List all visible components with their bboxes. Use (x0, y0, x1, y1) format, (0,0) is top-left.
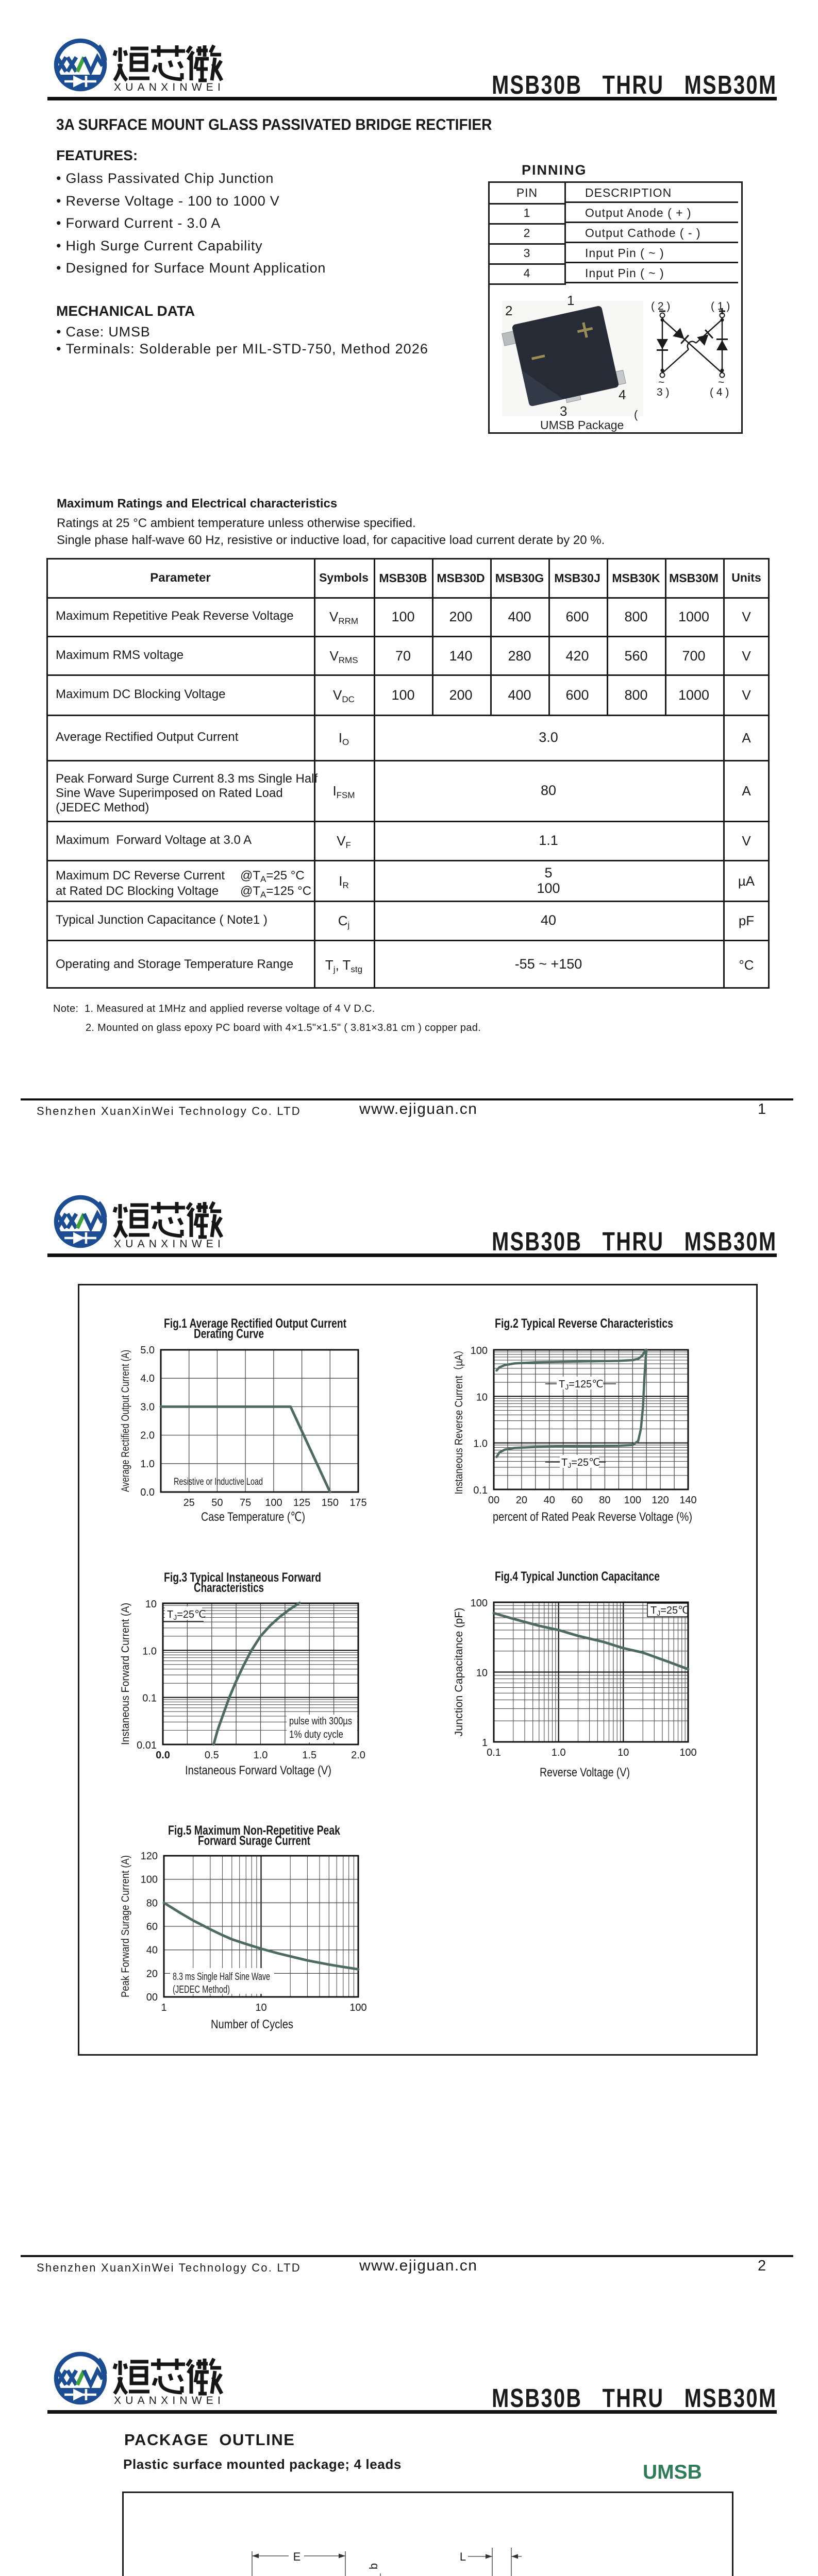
svg-text:40: 40 (146, 1945, 158, 1956)
svg-text:8.3 ms Single Half Sine Wave: 8.3 ms Single Half Sine Wave (173, 1971, 270, 1982)
svg-text:pulse with 300µs: pulse with 300µs (289, 1716, 352, 1727)
svg-text:10: 10 (145, 1599, 157, 1610)
svg-text:( 4 ): ( 4 ) (710, 386, 729, 398)
svg-text:100: 100 (349, 2002, 366, 2013)
svg-text:60: 60 (146, 1921, 158, 1933)
svg-text:75: 75 (240, 1497, 251, 1509)
svg-text:100: 100 (471, 1598, 488, 1609)
svg-text:XUANXINWEI: XUANXINWEI (114, 1238, 225, 1250)
svg-text:00: 00 (488, 1495, 499, 1506)
svg-text:10: 10 (255, 2002, 266, 2013)
svg-text:Reverse Voltage (V): Reverse Voltage (V) (540, 1766, 630, 1780)
svg-text:Fig.3 Typical Instaneous Forw: Fig.3 Typical Instaneous Forward (164, 1570, 321, 1585)
svg-text:(: ( (634, 408, 638, 421)
svg-text:5.0: 5.0 (140, 1345, 155, 1356)
svg-text:( 2 ): ( 2 ) (651, 300, 670, 312)
svg-text:60: 60 (571, 1495, 582, 1506)
svg-text:TJ=25℃: TJ=25℃ (561, 1457, 600, 1469)
svg-text:Characteristics: Characteristics (194, 1581, 264, 1595)
svg-text:4: 4 (619, 387, 626, 402)
svg-text:1.0: 1.0 (254, 1750, 268, 1761)
svg-text:100: 100 (141, 1874, 158, 1886)
svg-text:50: 50 (211, 1497, 223, 1509)
svg-text:Instaneous Reverse Current（µA）: Instaneous Reverse Current（µA） (454, 1345, 465, 1495)
svg-text:~: ~ (718, 377, 724, 388)
svg-text:(JEDEC Method): (JEDEC Method) (173, 1984, 230, 1995)
svg-text:100: 100 (679, 1747, 696, 1758)
svg-text:100: 100 (265, 1497, 282, 1509)
svg-text:XUANXINWEI: XUANXINWEI (114, 2395, 225, 2406)
svg-text:0.0: 0.0 (140, 1487, 155, 1498)
svg-text:2.0: 2.0 (140, 1430, 155, 1442)
svg-text:Peak Forward Surage Current (A: Peak Forward Surage Current (A) (120, 1855, 131, 1997)
svg-text:percent of Rated Peak Reverse: percent of Rated Peak Reverse Voltage (%… (493, 1510, 692, 1524)
svg-text:Forward Surage Current: Forward Surage Current (198, 1834, 311, 1848)
svg-text:1.0: 1.0 (473, 1438, 488, 1450)
svg-text:0.5: 0.5 (205, 1750, 219, 1761)
svg-text:Fig.1 Average Rectified Outpu: Fig.1 Average Rectified Output Current (164, 1316, 347, 1331)
svg-text:1.0: 1.0 (140, 1459, 155, 1470)
svg-text:80: 80 (599, 1495, 610, 1506)
svg-text:100: 100 (471, 1345, 488, 1357)
svg-text:100: 100 (624, 1495, 641, 1506)
svg-text:140: 140 (679, 1495, 696, 1506)
svg-text:0.01: 0.01 (137, 1740, 157, 1751)
svg-text:Number of Cycles: Number of Cycles (211, 2018, 293, 2031)
svg-text:125: 125 (293, 1497, 310, 1509)
svg-text:25: 25 (183, 1497, 195, 1509)
svg-text:Junction Capacitance (pF): Junction Capacitance (pF) (454, 1608, 465, 1737)
svg-text:120: 120 (141, 1851, 158, 1862)
svg-text:0.1: 0.1 (473, 1485, 488, 1496)
svg-text:4.0: 4.0 (140, 1373, 155, 1384)
svg-text:( 1 ): ( 1 ) (711, 300, 730, 312)
svg-text:1: 1 (482, 1737, 488, 1749)
svg-text:3.0: 3.0 (140, 1401, 155, 1413)
svg-text:1% duty cycle: 1% duty cycle (289, 1729, 343, 1740)
svg-text:Fig.5 Maximum Non-Repetitive: Fig.5 Maximum Non-Repetitive Peak (168, 1823, 340, 1838)
svg-text:b: b (367, 2563, 380, 2569)
svg-text:00: 00 (146, 1992, 158, 2003)
svg-text:L: L (460, 2550, 466, 2563)
svg-text:Resistive or Inductive Load: Resistive or Inductive Load (174, 1477, 263, 1487)
svg-text:Derating Curve: Derating Curve (194, 1327, 264, 1341)
svg-text:E: E (293, 2550, 301, 2563)
svg-text:3 ): 3 ) (657, 386, 670, 398)
svg-text:1.5: 1.5 (302, 1750, 316, 1761)
svg-text:~: ~ (658, 377, 664, 388)
svg-text:Fig.2 Typical Reverse Charact: Fig.2 Typical Reverse Characteristics (495, 1316, 673, 1331)
svg-text:3: 3 (560, 403, 567, 419)
svg-text:0.1: 0.1 (487, 1747, 501, 1758)
svg-text:80: 80 (146, 1897, 158, 1909)
svg-text:2: 2 (505, 303, 512, 318)
svg-text:1: 1 (161, 2002, 166, 2013)
svg-text:1.0: 1.0 (142, 1646, 157, 1657)
svg-text:20: 20 (146, 1968, 158, 1979)
svg-text:1.0: 1.0 (552, 1747, 566, 1758)
svg-text:Average Rectified Output Curre: Average Rectified Output Current (A) (120, 1350, 131, 1492)
svg-text:10: 10 (476, 1668, 488, 1679)
svg-text:10: 10 (476, 1392, 488, 1403)
svg-text:40: 40 (544, 1495, 555, 1506)
svg-text:Instaneous Forward Voltage (V): Instaneous Forward Voltage (V) (185, 1764, 331, 1777)
svg-text:20: 20 (516, 1495, 527, 1506)
svg-text:TJ=25℃: TJ=25℃ (167, 1609, 206, 1621)
svg-text:0.1: 0.1 (142, 1693, 157, 1704)
svg-text:Instaneous Forward Current (A): Instaneous Forward Current (A) (120, 1603, 131, 1745)
svg-text:2.0: 2.0 (351, 1750, 365, 1761)
svg-text:1: 1 (567, 293, 574, 308)
svg-text:120: 120 (652, 1495, 669, 1506)
svg-text:150: 150 (322, 1497, 339, 1509)
svg-text:175: 175 (349, 1497, 366, 1509)
svg-text:10: 10 (617, 1747, 629, 1758)
svg-text:0.0: 0.0 (156, 1750, 170, 1761)
svg-text:Fig.4 Typical Junction Capaci: Fig.4 Typical Junction Capacitance (495, 1569, 660, 1584)
svg-text:Case Temperature (℃): Case Temperature (℃) (201, 1510, 305, 1524)
svg-text:UMSB Package: UMSB Package (540, 418, 624, 432)
svg-text:XUANXINWEI: XUANXINWEI (114, 81, 225, 93)
svg-text:TJ=25℃: TJ=25℃ (650, 1605, 690, 1617)
